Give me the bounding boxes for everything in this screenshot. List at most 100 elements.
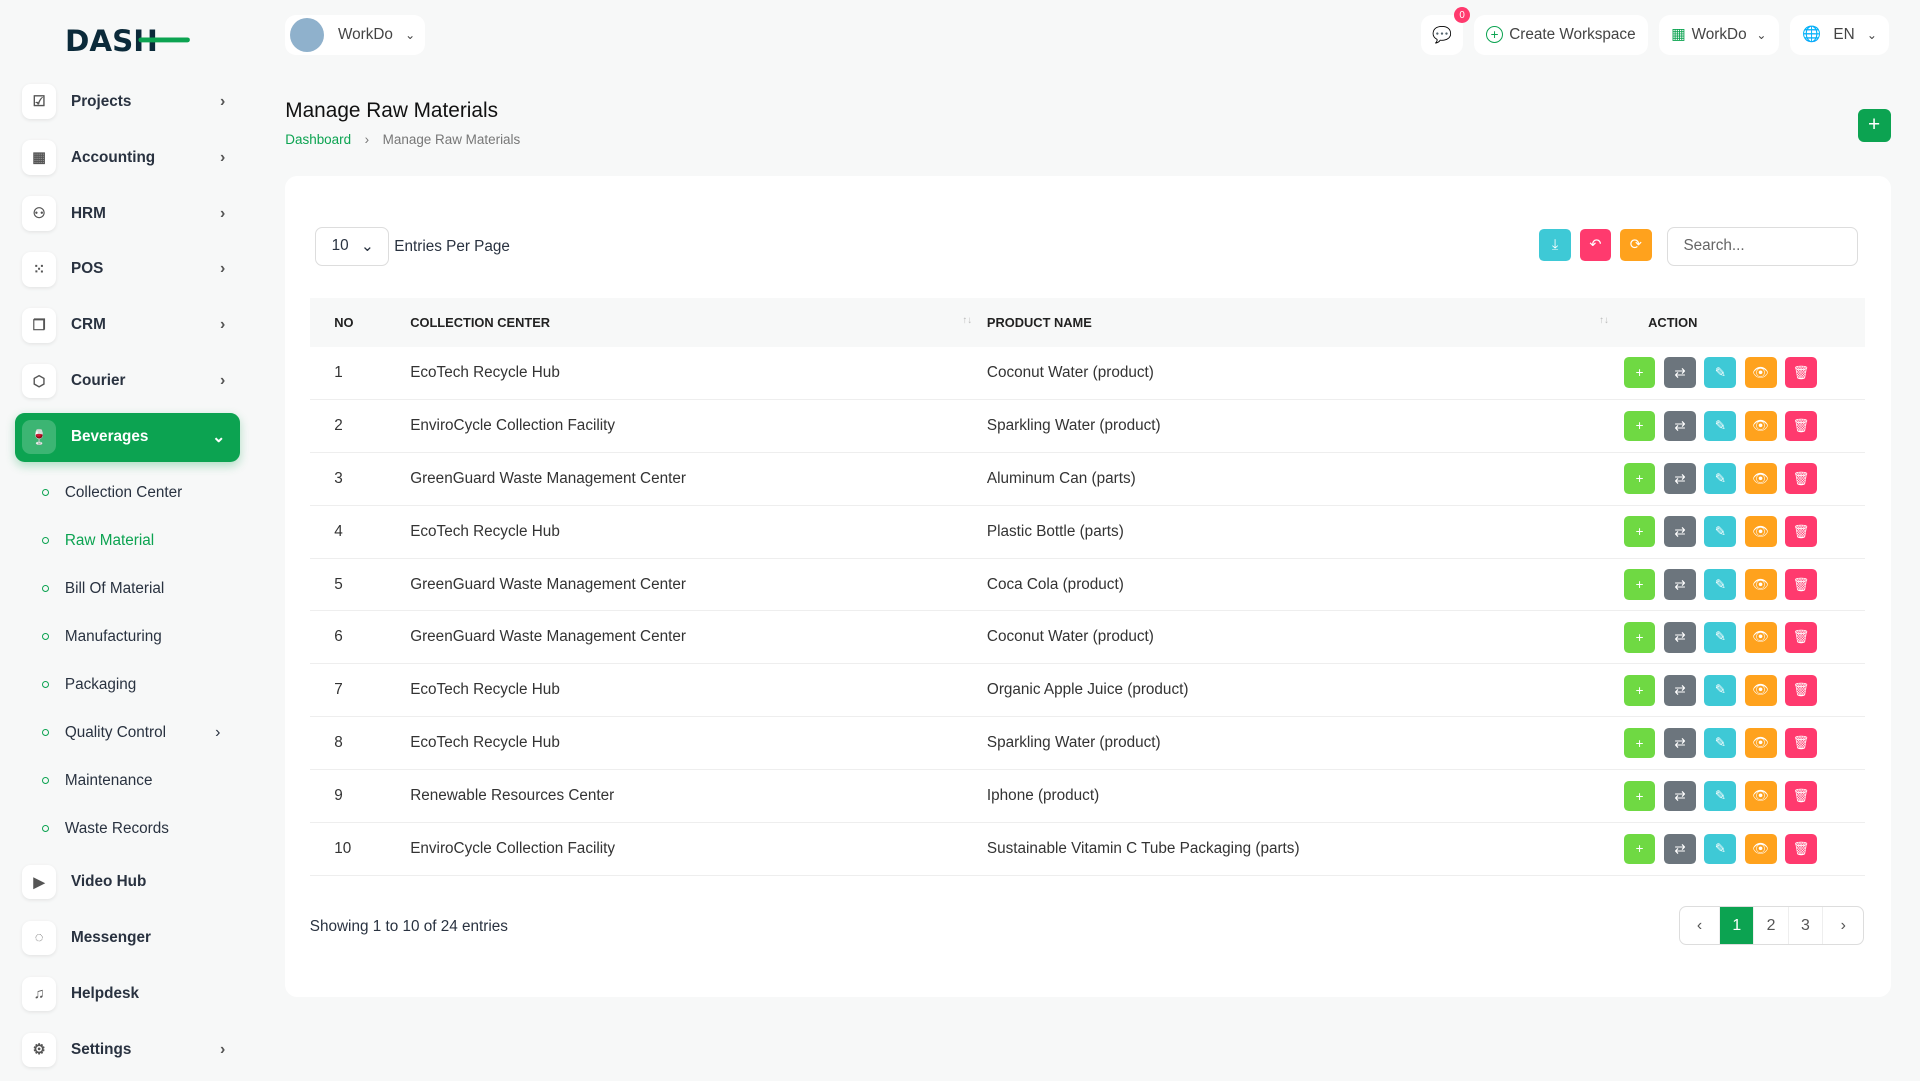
add-button[interactable]: +	[1623, 674, 1656, 706]
delete-button[interactable]: 🗑	[1785, 674, 1818, 706]
sidebar: DASH ☑ Projects › ▦ Accounting › ⚇ HRM › ⁙ POS › ❐ CR…	[0, 0, 257, 1080]
delete-button[interactable]: 🗑	[1785, 622, 1818, 653]
sidebar-item-courier[interactable]: ⬡ Courier ›	[15, 357, 240, 406]
delete-button[interactable]: 🗑	[1785, 780, 1818, 812]
transfer-button[interactable]: ⇄	[1664, 357, 1696, 388]
sidebar-subitem-manufacturing[interactable]: Manufacturing	[15, 613, 240, 661]
cell-no: 3	[309, 452, 411, 506]
view-button[interactable]: 👁	[1744, 727, 1777, 759]
pencil-icon: ✎	[1714, 523, 1726, 539]
sidebar-item-video-hub[interactable]: ▶ Video Hub	[15, 858, 240, 907]
edit-button[interactable]: ✎	[1704, 357, 1737, 388]
transfer-button[interactable]: ⇄	[1664, 622, 1696, 653]
refresh-button[interactable]: ⟳	[1620, 228, 1652, 261]
sidebar-subitem-maintenance[interactable]: Maintenance	[15, 757, 240, 805]
prev-page-button[interactable]: ‹	[1680, 907, 1721, 945]
edit-button[interactable]: ✎	[1704, 727, 1737, 759]
column-action: ACTION	[1623, 297, 1865, 347]
sidebar-subitem-collection-center[interactable]: Collection Center	[15, 469, 240, 517]
view-button[interactable]: 👁	[1744, 780, 1777, 812]
language-selector[interactable]: 🌐 EN ⌄	[1789, 14, 1890, 56]
view-button[interactable]: 👁	[1744, 463, 1777, 495]
delete-button[interactable]: 🗑	[1785, 833, 1818, 865]
edit-button[interactable]: ✎	[1704, 569, 1737, 600]
export-button[interactable]: ⤓	[1539, 228, 1571, 261]
sidebar-item-settings[interactable]: ⚙ Settings ›	[15, 1025, 240, 1074]
add-button[interactable]: +	[1623, 569, 1656, 600]
sidebar-item-hrm[interactable]: ⚇ HRM ›	[15, 189, 240, 238]
page-2[interactable]: 2	[1754, 907, 1789, 945]
edit-button[interactable]: ✎	[1704, 622, 1737, 653]
edit-button[interactable]: ✎	[1704, 674, 1737, 706]
edit-button[interactable]: ✎	[1704, 833, 1737, 865]
add-button[interactable]: +	[1623, 622, 1656, 653]
add-button[interactable]: +	[1623, 410, 1656, 442]
delete-button[interactable]: 🗑	[1785, 569, 1818, 600]
edit-button[interactable]: ✎	[1704, 780, 1737, 812]
view-button[interactable]: 👁	[1744, 833, 1777, 865]
delete-button[interactable]: 🗑	[1785, 727, 1818, 759]
next-page-button[interactable]: ›	[1840, 916, 1846, 934]
breadcrumb-dashboard[interactable]: Dashboard	[285, 132, 352, 148]
sidebar-subitem-waste-records[interactable]: Waste Records	[15, 805, 240, 853]
sidebar-subitem-quality-control[interactable]: Quality Control ›	[15, 709, 240, 757]
sidebar-subitem-raw-material[interactable]: Raw Material	[15, 517, 240, 565]
cell-no: 7	[309, 663, 411, 718]
add-button[interactable]: +	[1623, 727, 1656, 759]
edit-button[interactable]: ✎	[1704, 410, 1737, 442]
sidebar-item-crm[interactable]: ❐ CRM ›	[15, 301, 240, 350]
workspace-menu[interactable]: ▦ WorkDo ⌄	[1658, 14, 1779, 56]
view-button[interactable]: 👁	[1744, 410, 1777, 442]
workspace-switcher[interactable]: WorkDo ⌄	[285, 14, 426, 56]
transfer-button[interactable]: ⇄	[1664, 780, 1696, 812]
search-input[interactable]	[1666, 226, 1858, 266]
page-3[interactable]: 3	[1789, 907, 1824, 945]
view-button[interactable]: 👁	[1744, 569, 1777, 600]
page-1[interactable]: 1	[1720, 907, 1755, 945]
add-button[interactable]: +	[1623, 516, 1656, 547]
transfer-button[interactable]: ⇄	[1664, 569, 1696, 600]
transfer-button[interactable]: ⇄	[1664, 833, 1696, 865]
pencil-icon: ✎	[1714, 840, 1726, 856]
add-button[interactable]: +	[1623, 463, 1656, 495]
sidebar-subitem-packaging[interactable]: Packaging	[15, 661, 240, 709]
edit-button[interactable]: ✎	[1704, 463, 1737, 495]
transfer-button[interactable]: ⇄	[1664, 516, 1696, 547]
delete-button[interactable]: 🗑	[1785, 463, 1818, 495]
column-product-name[interactable]: PRODUCT NAME ↑↓	[986, 297, 1624, 347]
transfer-button[interactable]: ⇄	[1664, 674, 1696, 706]
delete-button[interactable]: 🗑	[1785, 410, 1818, 442]
transfer-button[interactable]: ⇄	[1664, 410, 1696, 442]
view-button[interactable]: 👁	[1744, 674, 1777, 706]
sidebar-item-accounting[interactable]: ▦ Accounting ›	[15, 133, 240, 182]
sidebar-subitem-bill-of-material[interactable]: Bill Of Material	[15, 565, 240, 613]
messages-button[interactable]: 💬 0	[1421, 7, 1471, 56]
sidebar-item-projects[interactable]: ☑ Projects ›	[15, 77, 240, 126]
add-raw-material-button[interactable]: +	[1857, 108, 1891, 143]
add-button[interactable]: +	[1623, 833, 1656, 865]
view-button[interactable]: 👁	[1744, 622, 1777, 653]
add-button[interactable]: +	[1623, 780, 1656, 812]
delete-button[interactable]: 🗑	[1785, 516, 1818, 547]
view-button[interactable]: 👁	[1744, 357, 1777, 388]
column-collection-center[interactable]: COLLECTION CENTER ↑↓	[410, 297, 987, 347]
transfer-button[interactable]: ⇄	[1664, 463, 1696, 495]
trash-icon: 🗑	[1792, 788, 1810, 804]
sidebar-item-pos[interactable]: ⁙ POS ›	[15, 245, 240, 294]
apps-icon: ▦	[1671, 26, 1686, 44]
cell-collection-center: EcoTech Recycle Hub	[410, 505, 987, 559]
sidebar-item-messenger[interactable]: ◌ Messenger	[15, 914, 240, 963]
reset-button[interactable]: ↶	[1579, 228, 1612, 261]
sidebar-item-helpdesk[interactable]: ♫ Helpdesk	[15, 969, 240, 1018]
create-workspace-button[interactable]: + Create Workspace	[1473, 14, 1648, 56]
edit-button[interactable]: ✎	[1704, 516, 1737, 547]
entries-per-page-select[interactable]: 10 ⌄	[314, 226, 390, 266]
sidebar-item-beverages[interactable]: 🍷 Beverages ⌄	[14, 412, 240, 462]
transfer-button[interactable]: ⇄	[1664, 727, 1696, 759]
column-no[interactable]: NO	[309, 297, 411, 347]
cell-collection-center: GreenGuard Waste Management Center	[410, 452, 987, 506]
view-button[interactable]: 👁	[1744, 516, 1777, 547]
delete-button[interactable]: 🗑	[1785, 357, 1818, 388]
chevron-right-icon: ›	[219, 372, 226, 390]
add-button[interactable]: +	[1623, 357, 1656, 388]
